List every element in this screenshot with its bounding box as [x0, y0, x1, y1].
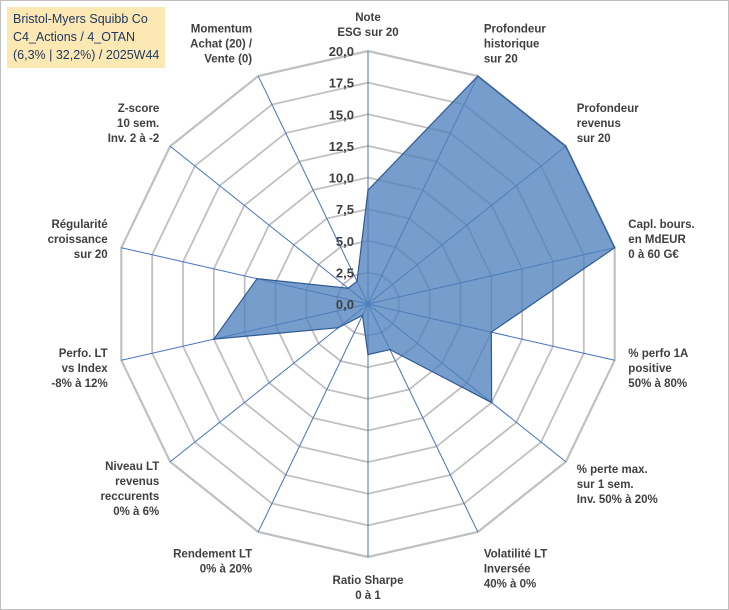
tick-label: 2,5: [336, 265, 354, 280]
axis-label-line: Régularité: [51, 219, 107, 231]
axis-label-line: 0% à 6%: [113, 506, 159, 518]
data-point: [389, 348, 391, 351]
tick-label: 17,5: [329, 76, 354, 91]
axis-spoke: [169, 145, 369, 305]
axis-label-line: -8% à 12%: [51, 378, 107, 390]
axis-label-line: Profondeur: [577, 103, 639, 115]
axis-label-line: en MdEUR: [628, 234, 686, 246]
data-point: [347, 287, 350, 290]
axis-label-line: croissance: [48, 234, 108, 246]
axis-label: Profondeur revenus sur 20: [577, 103, 639, 145]
axis-label-line: 50% à 80%: [628, 378, 687, 390]
axis-label-line: Profondeur: [484, 23, 546, 35]
axis-label: Profondeur historique sur 20: [484, 23, 546, 65]
axis-spoke: [257, 303, 369, 533]
axis-label-line: 10 sem.: [117, 118, 159, 130]
axis-label-line: revenus: [115, 476, 159, 488]
axis-spoke: [257, 75, 369, 305]
axis-label-line: % perfo 1A: [628, 348, 688, 360]
data-point: [367, 353, 369, 356]
axis-label: Ratio Sharpe 0 à 1: [333, 575, 404, 602]
chart-title-line2: C4_Actions / 4_OTAN: [13, 30, 136, 44]
axis-label-line: Ratio Sharpe: [333, 575, 404, 587]
axis-label: Volatilité LT Inversée 40% à 0%: [484, 549, 547, 591]
axis-label-line: Note: [355, 12, 381, 24]
axis-label-line: Inv. 50% à 20%: [577, 494, 658, 506]
axis-label: Niveau LT revenus reccurents 0% à 6%: [100, 461, 159, 518]
axis-label-line: 40% à 0%: [484, 579, 536, 591]
axis-label: Perfo. LT vs Index -8% à 12%: [51, 348, 108, 390]
tick-label: 15,0: [329, 107, 354, 122]
radar-series: [212, 75, 616, 404]
axis-label-line: 0% à 20%: [200, 564, 252, 576]
chart-title-box: Bristol-Myers Squibb Co C4_Actions / 4_O…: [7, 7, 166, 68]
data-point: [356, 280, 358, 283]
axis-label-line: sur 20: [577, 133, 611, 145]
axis-label-line: Rendement LT: [173, 549, 252, 561]
axis-label-line: 0 à 1: [355, 590, 381, 602]
axis-label-line: vs Index: [62, 363, 109, 375]
data-point: [367, 189, 369, 191]
tick-label: 20,0: [329, 44, 354, 59]
tick-label: 7,5: [336, 202, 354, 217]
data-point: [490, 401, 493, 404]
data-point: [476, 75, 479, 77]
axis-label-line: Achat (20) /: [190, 38, 253, 50]
axis-label: Momentum Achat (20) / Vente (0): [190, 23, 253, 65]
radial-tick-labels: 0,0 2,5 5,0 7,5 10,0 12,5 15,0 17,5 20,0: [329, 44, 354, 312]
axis-label-line: positive: [628, 363, 671, 375]
axis-label-line: Niveau LT: [105, 461, 159, 473]
axis-labels: Note ESG sur 20 Profondeur historique sur 20…: [48, 12, 695, 602]
axis-label: % perfo 1A positive 50% à 80%: [628, 348, 688, 390]
axis-label: % perte max. sur 1 sem. Inv. 50% à 20%: [577, 464, 658, 506]
data-point: [613, 246, 616, 249]
tick-label: 0,0: [336, 297, 354, 312]
data-point: [490, 331, 493, 333]
axis-label-line: historique: [484, 38, 540, 50]
axis-label-line: Capl. bours.: [628, 219, 694, 231]
chart-title-line3: (6,3% | 32,2%) / 2025W44: [13, 48, 160, 62]
axis-label-line: Z-score: [118, 103, 160, 115]
tick-label: 10,0: [329, 171, 354, 186]
axis-label-line: Inv. 2 à -2: [108, 133, 160, 145]
data-point: [565, 145, 567, 148]
tick-label: 5,0: [336, 234, 354, 249]
axis-label: Z-score 10 sem. Inv. 2 à -2: [108, 103, 160, 145]
axis-label: Note ESG sur 20: [337, 12, 398, 39]
axis-label-line: 0 à 60 G€: [628, 249, 679, 261]
axis-label: Rendement LT 0% à 20%: [173, 549, 252, 576]
axis-label-line: ESG sur 20: [337, 27, 398, 39]
axis-spoke: [169, 303, 369, 463]
axis-label-line: Vente (0): [204, 53, 252, 65]
axis-label-line: revenus: [577, 118, 621, 130]
axis-label-line: sur 20: [484, 53, 518, 65]
data-point: [213, 338, 215, 340]
axis-label-line: % perte max.: [577, 464, 648, 476]
data-point: [256, 277, 258, 280]
data-point: [361, 314, 364, 317]
axis-label-line: Inversée: [484, 564, 531, 576]
axis-label-line: Volatilité LT: [484, 549, 547, 561]
chart-title-line1: Bristol-Myers Squibb Co: [13, 12, 148, 26]
axis-label-line: sur 1 sem.: [577, 479, 634, 491]
axis-label-line: Perfo. LT: [59, 348, 108, 360]
axis-label: Capl. bours. en MdEUR 0 à 60 G€: [628, 219, 694, 261]
tick-label: 12,5: [329, 139, 354, 154]
axis-label: Régularité croissance sur 20: [48, 219, 108, 261]
data-point: [337, 326, 340, 329]
axis-label-line: sur 20: [74, 249, 108, 261]
axis-label-line: reccurents: [100, 491, 159, 503]
axis-label-line: Momentum: [191, 23, 252, 35]
